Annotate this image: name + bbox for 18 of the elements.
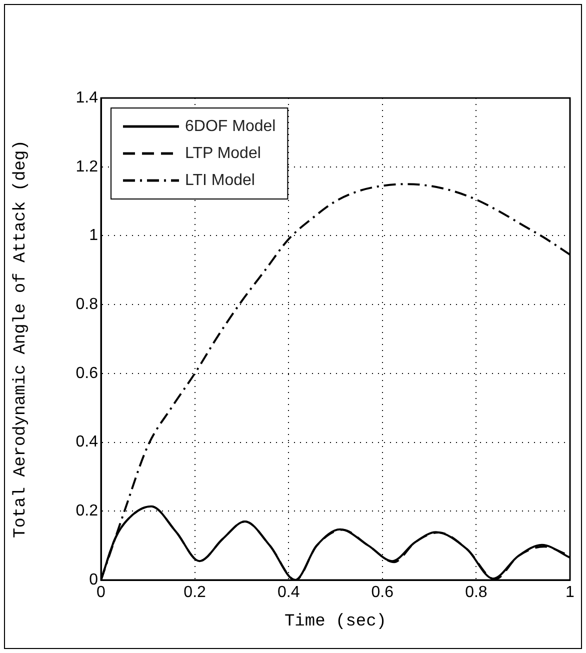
- legend-label: LTI Model: [185, 172, 255, 189]
- x-tick-label: 1: [566, 584, 575, 602]
- x-tick-label: 0.4: [277, 584, 300, 602]
- y-tick-label: 1.4: [76, 89, 98, 106]
- x-tick-label: 0.2: [184, 584, 206, 602]
- y-tick-label: 1: [89, 227, 98, 244]
- y-tick-label: 0: [89, 571, 98, 588]
- x-tick-label: 0.8: [465, 584, 488, 602]
- legend-label: LTP Model: [185, 144, 261, 162]
- y-tick-label: 0.8: [76, 296, 98, 313]
- y-tick-label: 0.4: [76, 434, 98, 451]
- x-tick-label: 0.6: [371, 584, 394, 602]
- x-axis-title: Time (sec): [284, 612, 387, 632]
- y-axis-title: Total Aerodynamic Angle of Attack (deg): [12, 140, 31, 538]
- y-tick-label: 0.6: [76, 364, 98, 382]
- y-tick-label: 1.2: [76, 158, 98, 176]
- y-tick-label: 0.2: [76, 502, 98, 520]
- legend-label: 6DOF Model: [185, 118, 276, 135]
